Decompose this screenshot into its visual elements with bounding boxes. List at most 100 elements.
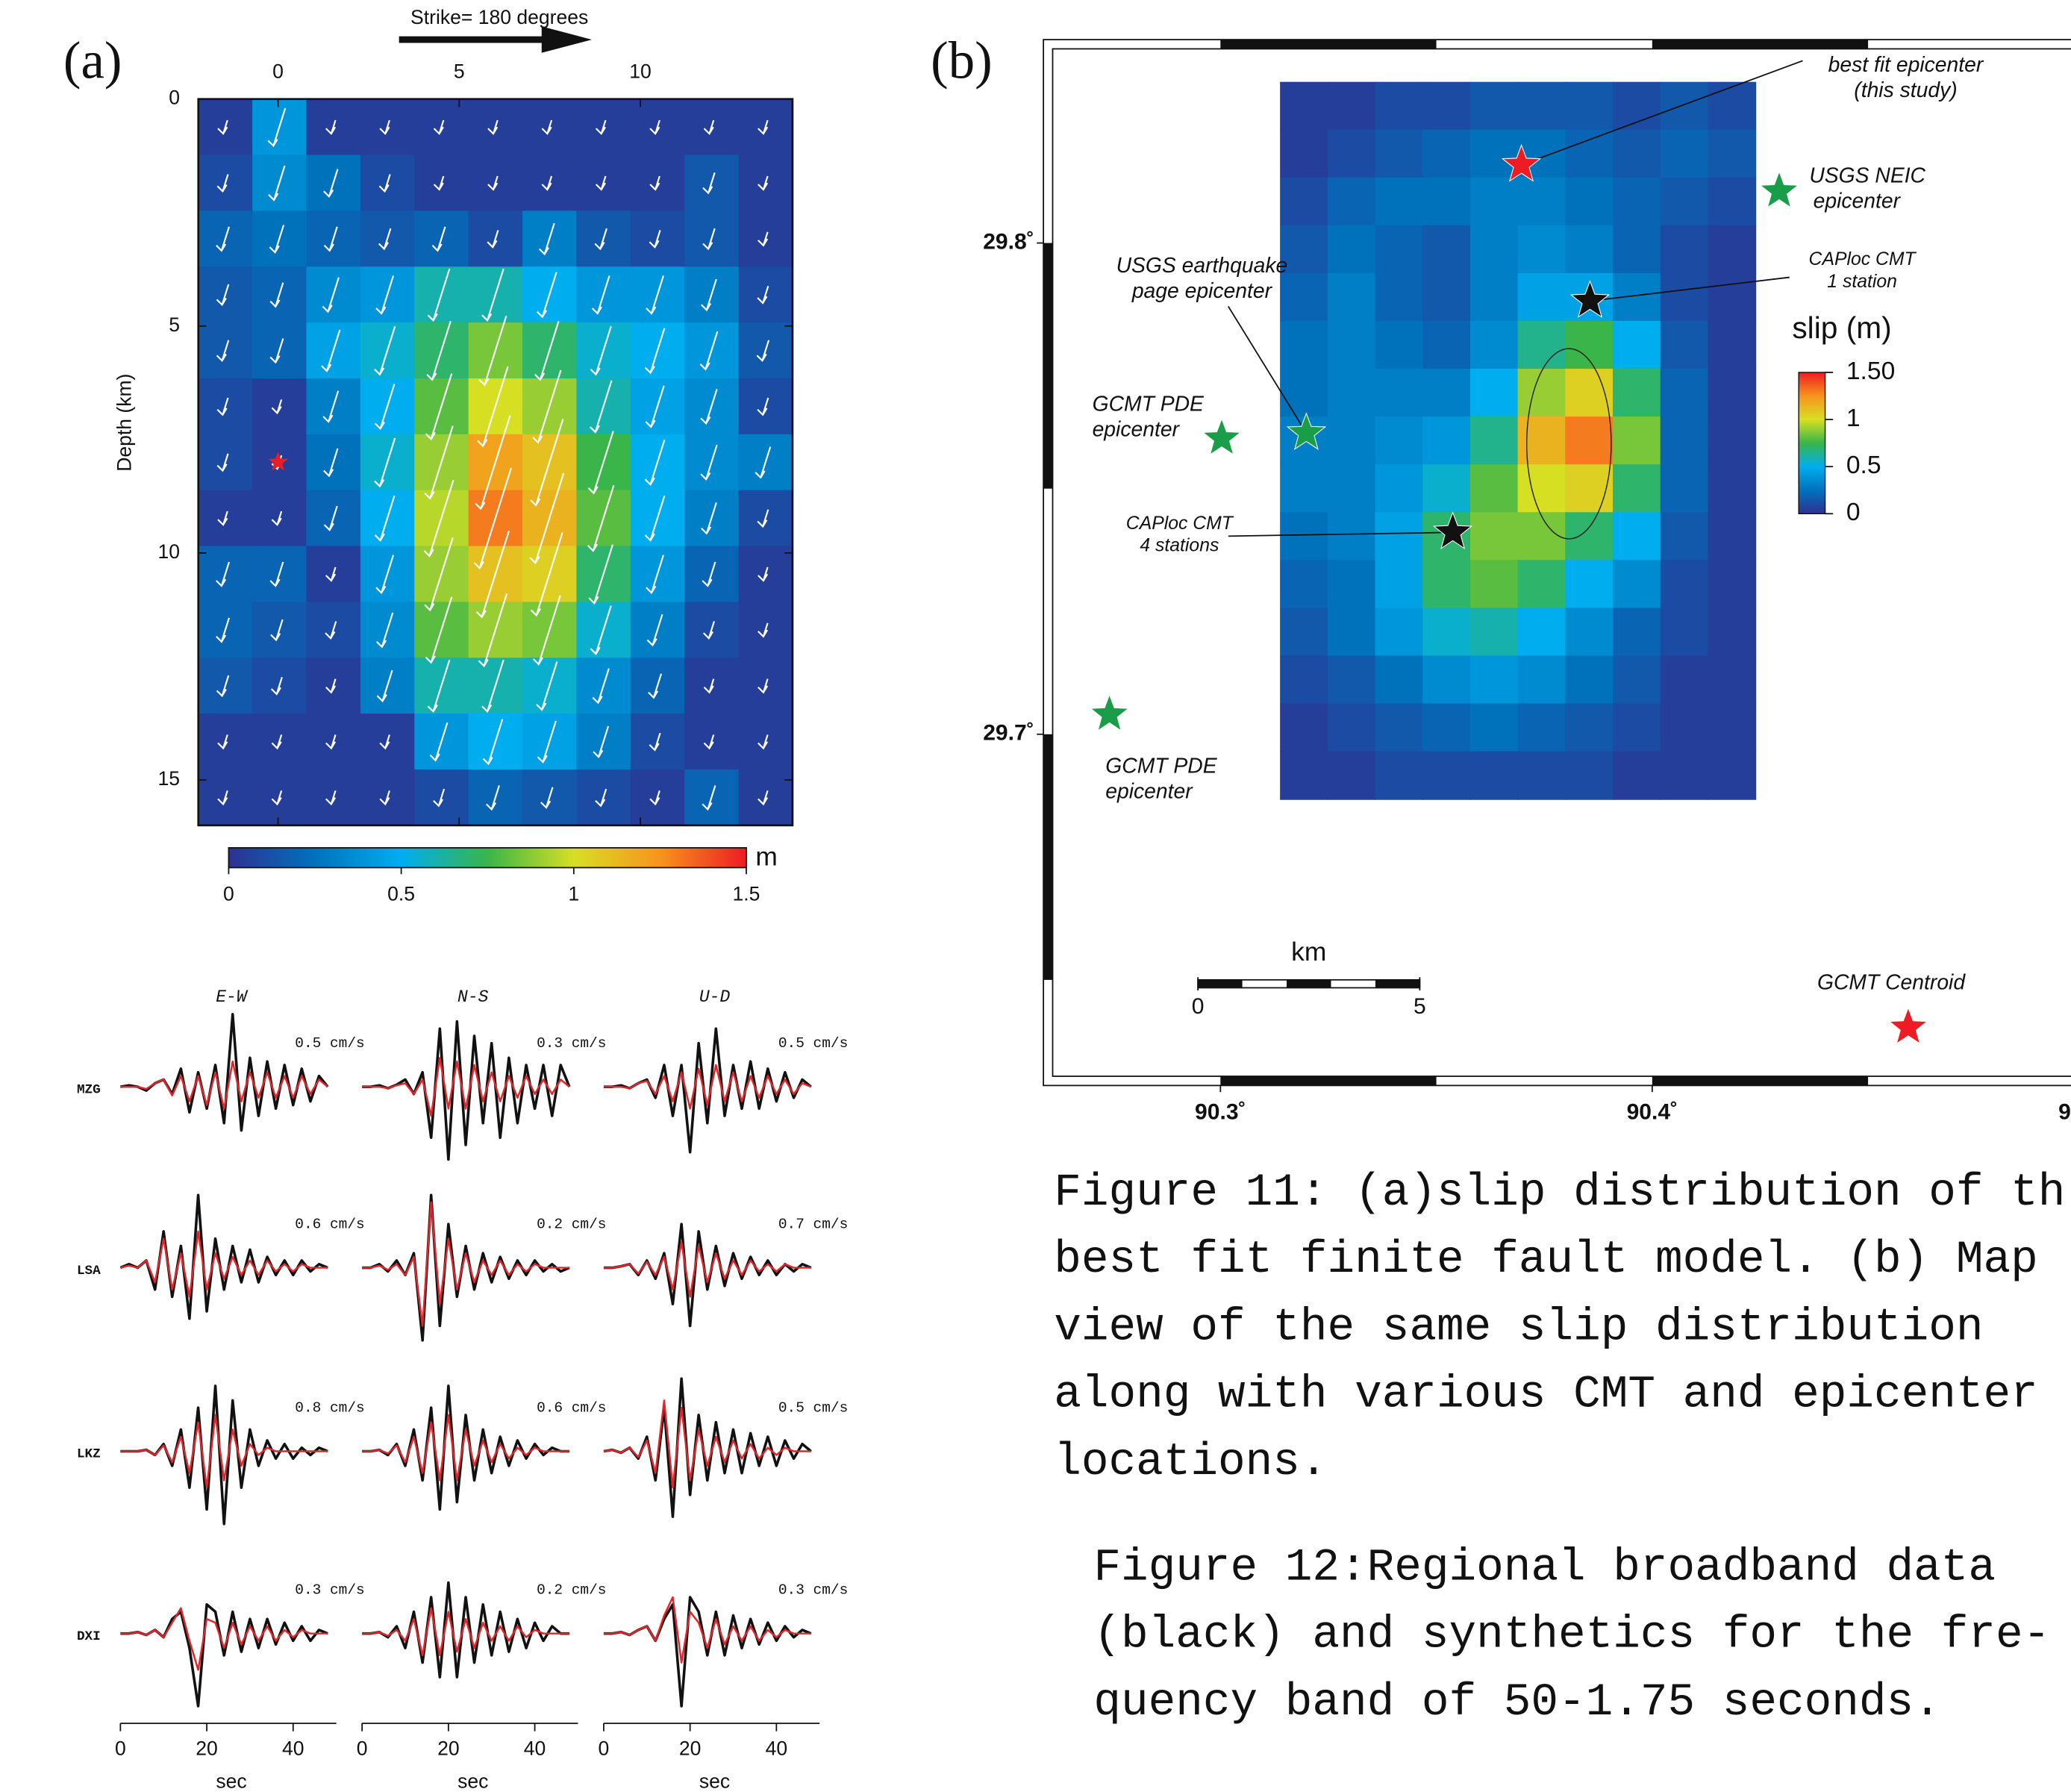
slip-vector <box>325 678 337 694</box>
station-label: LKZ <box>77 1447 101 1462</box>
slip-cell <box>1469 369 1519 418</box>
slip-vector <box>271 511 283 526</box>
epicenter-star <box>1569 280 1611 318</box>
slip-cell <box>1708 177 1757 226</box>
slip-vector <box>701 502 717 535</box>
slip-vector <box>649 175 660 191</box>
caption-line: view of the same slip distribution <box>1054 1302 1983 1353</box>
slip-cell <box>1660 703 1709 752</box>
marker-label: GCMT PDE <box>1093 392 1205 416</box>
slip-vector <box>487 230 499 249</box>
y-axis-label: Depth (km) <box>113 374 135 472</box>
slip-vector <box>481 659 505 714</box>
slip-cell <box>1375 512 1424 561</box>
slip-vector <box>374 437 396 488</box>
leader-line <box>1228 531 1453 537</box>
slip-cell <box>1469 225 1519 275</box>
slip-cell <box>1469 416 1519 466</box>
slip-vector <box>216 561 230 587</box>
colorbar-tick-label: 0 <box>223 883 234 905</box>
slip-vector <box>758 566 769 582</box>
synthetic-trace <box>603 1064 812 1110</box>
slip-cell <box>1613 464 1661 513</box>
slip-vector <box>594 228 607 251</box>
slip-cell <box>1469 751 1519 800</box>
slip-vector <box>540 787 554 809</box>
slip-cell <box>1422 416 1471 466</box>
slip-vector <box>424 537 454 612</box>
y-tick-label: 15 <box>157 767 180 790</box>
slip-cell <box>1469 608 1519 657</box>
data-trace <box>603 1596 812 1708</box>
slip-cell <box>1469 560 1519 609</box>
slip-vector <box>700 444 718 481</box>
marker-label: (this study) <box>1854 78 1957 102</box>
slip-cell <box>1565 751 1614 800</box>
slip-vector <box>267 107 287 148</box>
caption-line: quency band of 50-1.75 seconds. <box>1093 1677 1940 1729</box>
slip-cell <box>1708 129 1757 178</box>
time-tick-label: 0 <box>115 1737 126 1759</box>
leader-line <box>1521 60 1803 166</box>
slip-vector <box>325 621 337 640</box>
slip-cell <box>1375 81 1424 131</box>
synthetic-trace <box>120 1060 328 1110</box>
slip-vector <box>325 734 337 750</box>
slip-cell <box>1280 177 1328 226</box>
amplitude-label: 0.2 cm/s <box>537 1582 606 1598</box>
slip-vector <box>644 328 666 375</box>
y-tick-label: 10 <box>157 540 180 563</box>
slip-cell <box>1327 321 1376 370</box>
slip-vector <box>271 734 283 750</box>
slip-cell <box>1375 751 1424 800</box>
colorbar-tick-label: 1.5 <box>733 883 760 905</box>
slip-cell <box>1565 81 1614 131</box>
time-tick-label: 40 <box>524 1737 546 1759</box>
slip-vector <box>375 275 395 315</box>
slip-cell <box>1660 369 1709 418</box>
slip-vector <box>268 165 286 202</box>
slip-cell <box>1469 272 1519 322</box>
slip-cell <box>1422 177 1471 226</box>
slip-vector <box>433 119 445 135</box>
slip-cell <box>1375 416 1424 466</box>
slip-cell <box>1660 560 1709 609</box>
slip-cell <box>1613 177 1661 226</box>
slip-vector <box>591 275 610 315</box>
slip-cell <box>1422 272 1471 322</box>
slip-cell <box>1422 608 1471 657</box>
leader-line <box>1590 276 1790 302</box>
slip-vector <box>595 119 607 135</box>
slip-vector <box>756 340 770 362</box>
slip-vector <box>478 593 508 668</box>
data-trace <box>120 1602 328 1708</box>
slip-vector <box>374 384 396 431</box>
slip-cell <box>1422 560 1471 609</box>
slip-cell <box>1375 129 1424 178</box>
slip-cell <box>1613 129 1661 178</box>
slip-cell <box>1660 177 1709 226</box>
slip-vector <box>431 226 446 252</box>
slip-cell <box>1375 655 1424 705</box>
slip-cell <box>1327 655 1376 705</box>
slip-cell <box>1375 177 1424 226</box>
slip-vector <box>379 734 390 750</box>
component-label: N-S <box>457 987 489 1007</box>
epicenter-star <box>1432 511 1473 550</box>
slip-vector <box>703 119 715 135</box>
slip-cell <box>1660 655 1709 705</box>
slip-vector <box>269 561 284 587</box>
slip-vector <box>644 495 666 542</box>
colorbar-tick-label: 1 <box>568 883 579 905</box>
scale-bar-label: km <box>1291 937 1326 967</box>
slip-cell <box>1708 225 1757 275</box>
scale-bar-band <box>1375 979 1420 988</box>
slip-contour <box>1525 348 1612 540</box>
marker-label: CAPloc CMT <box>1809 249 1917 269</box>
slip-vector <box>649 790 660 806</box>
slip-cell <box>1469 177 1519 226</box>
slip-cell <box>1708 369 1757 418</box>
colorbar-tick-label: 1.50 <box>1846 358 1895 385</box>
slip-vector <box>538 222 555 256</box>
caption-line: best fit finite fault model. (b) Map <box>1054 1234 2037 1286</box>
